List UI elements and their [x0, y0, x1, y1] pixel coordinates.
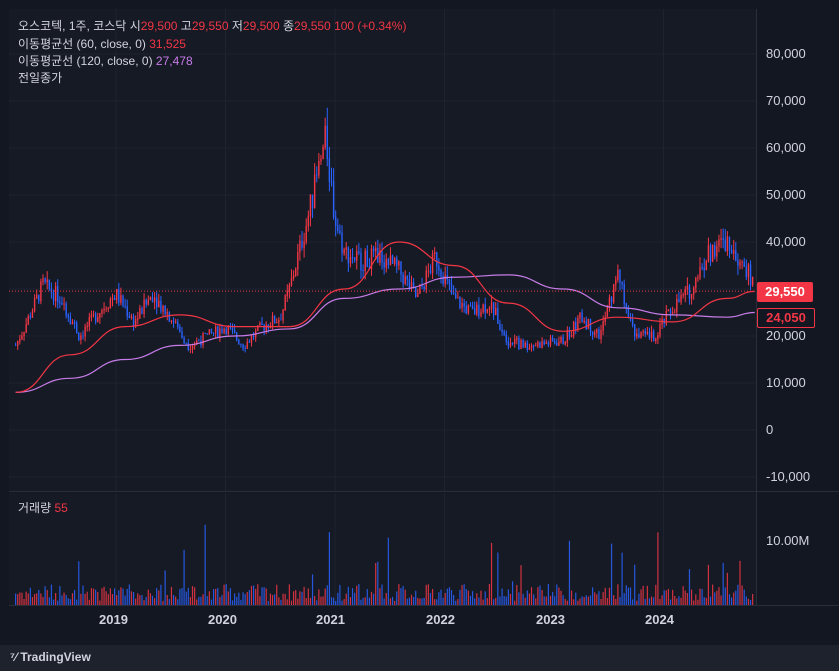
- prev-close-legend[interactable]: 전일종가: [18, 70, 62, 86]
- low-value: 29,500: [242, 19, 280, 33]
- volume-legend[interactable]: 거래량 55: [18, 500, 68, 516]
- y-tick-label: 10,000: [766, 375, 806, 390]
- x-tick-label: 2020: [208, 612, 237, 627]
- close-key: 종: [282, 19, 295, 33]
- prev-close-tag[interactable]: 24,050: [757, 308, 815, 328]
- x-tick-label: 2024: [645, 612, 674, 627]
- close-value: 29,550: [294, 19, 331, 33]
- high-key: 고: [180, 19, 192, 33]
- y-tick-label: 70,000: [766, 93, 806, 108]
- change-value: 100 (+0.34%): [334, 19, 407, 33]
- volume-tick-label: 10.00M: [766, 533, 810, 548]
- y-tick-label: 50,000: [766, 187, 806, 202]
- pane-separator[interactable]: [9, 491, 839, 492]
- symbol-title[interactable]: 오스코텍, 1주, 코스닥: [18, 19, 127, 33]
- x-tick-label: 2023: [536, 612, 565, 627]
- last-price-tag[interactable]: 29,550: [757, 282, 813, 302]
- tradingview-logo[interactable]: ⁷⁄ TradingView: [10, 650, 91, 664]
- prev-close-label: 전일종가: [18, 71, 63, 85]
- ma60-value: 31,525: [149, 37, 186, 51]
- tradingview-logo-icon: ⁷⁄: [10, 650, 17, 664]
- low-key: 저: [231, 19, 243, 33]
- ma120-legend[interactable]: 이동평균선 (120, close, 0) 27,478: [18, 53, 193, 69]
- ma120-value: 27,478: [155, 54, 193, 68]
- ma120-line: [15, 274, 755, 393]
- x-tick-label: 2022: [426, 612, 455, 627]
- price-axis-border: [756, 9, 757, 605]
- y-tick-label: -10,000: [766, 469, 811, 484]
- footer-bar: ⁷⁄ TradingView: [0, 645, 839, 671]
- high-value: 29,550: [191, 19, 229, 33]
- y-tick-label: 20,000: [766, 328, 806, 343]
- x-tick-label: 2021: [316, 612, 345, 627]
- y-tick-label: 80,000: [766, 46, 806, 61]
- ma60-label: 이동평균선 (60, close, 0): [18, 37, 146, 51]
- volume-value: 55: [54, 501, 68, 515]
- chart-canvas: [9, 9, 756, 605]
- y-tick-label: 40,000: [766, 234, 806, 249]
- y-tick-label: 60,000: [766, 140, 806, 155]
- open-value: 29,500: [140, 19, 178, 33]
- ma60-line: [15, 241, 755, 393]
- ma60-legend[interactable]: 이동평균선 (60, close, 0) 31,525: [18, 36, 186, 52]
- ohlc-legend: 오스코텍, 1주, 코스닥 시29,500 고29,550 저29,500 종2…: [18, 18, 406, 34]
- y-tick-label: 0: [766, 422, 774, 437]
- time-axis-top-border: [9, 605, 839, 606]
- open-key: 시: [129, 19, 141, 33]
- volume-label: 거래량: [18, 501, 52, 515]
- x-tick-label: 2019: [99, 612, 128, 627]
- ma120-label: 이동평균선 (120, close, 0): [18, 54, 153, 68]
- brand-name: TradingView: [20, 650, 91, 664]
